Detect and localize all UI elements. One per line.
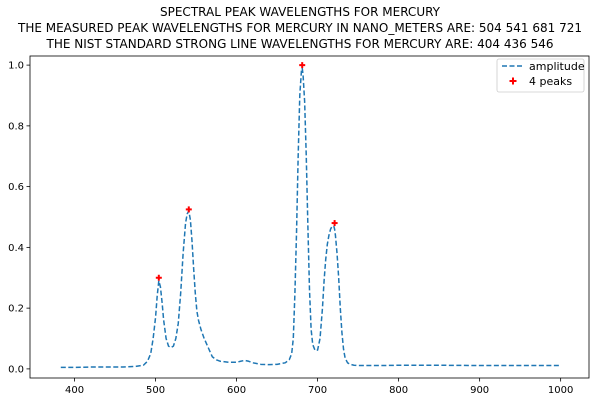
legend-box — [496, 58, 585, 93]
legend: amplitude 4 peaks — [496, 58, 585, 93]
axes-frame — [29, 55, 590, 379]
y-tick-label: 1.0 — [8, 61, 24, 72]
chart-title-line-2: THE MEASURED PEAK WAVELENGTHS FOR MERCUR… — [18, 21, 582, 35]
y-tick-label: 0.8 — [8, 121, 24, 132]
series-amplitude-line — [60, 67, 561, 369]
y-tick-label: 0.2 — [8, 304, 24, 315]
peak-marker — [299, 62, 306, 69]
y-tick-label: 0.6 — [8, 182, 24, 193]
plot-area — [60, 62, 561, 369]
x-tick-label: 1000 — [548, 385, 573, 396]
x-tick-label: 800 — [389, 385, 408, 396]
legend-label-peaks: 4 peaks — [529, 75, 572, 88]
peak-marker — [185, 206, 192, 213]
y-tick-label: 0.0 — [8, 364, 24, 375]
x-tick-label: 500 — [146, 385, 165, 396]
x-tick-label: 600 — [227, 385, 246, 396]
chart-title-line-3: THE NIST STANDARD STRONG LINE WAVELENGTH… — [46, 37, 554, 51]
legend-label-amplitude: amplitude — [529, 60, 585, 73]
x-tick-label: 400 — [65, 385, 84, 396]
y-axis: 0.0 0.2 0.4 0.6 0.8 1.0 — [8, 61, 30, 375]
peak-marker — [155, 274, 162, 281]
legend-marker-sample — [509, 77, 517, 85]
peak-marker — [331, 220, 338, 227]
x-tick-label: 900 — [470, 385, 489, 396]
x-axis: 400 500 600 700 800 900 1000 — [65, 378, 573, 396]
x-tick-label: 700 — [308, 385, 327, 396]
chart-title-line-1: SPECTRAL PEAK WAVELENGTHS FOR MERCURY — [160, 5, 440, 19]
y-tick-label: 0.4 — [8, 243, 24, 254]
